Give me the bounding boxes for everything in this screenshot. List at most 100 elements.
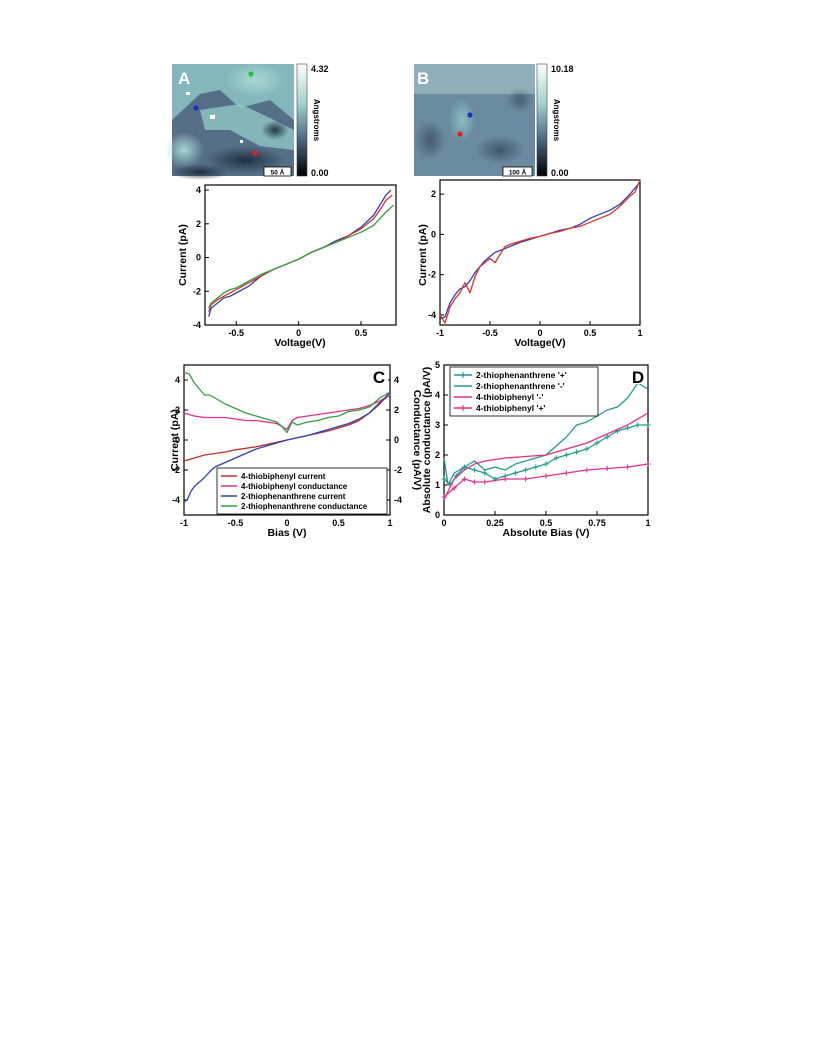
y-tick-label-b-iv: 0 — [431, 229, 436, 239]
y-tick-label-c: -4 — [172, 495, 180, 505]
series-point-d-3 — [502, 476, 508, 482]
x-tick-label-b-iv: 0.5 — [584, 328, 597, 338]
series-point-d-3 — [563, 470, 569, 476]
series-point-d-3 — [543, 473, 549, 479]
x-tick-label-a-iv: 0 — [296, 328, 301, 338]
legend-label-d: 4-thiobiphenyl '+' — [476, 403, 545, 413]
colorbar-b: 10.18 0.00 Angstroms — [536, 63, 574, 178]
chart-c-current-conductance: -1 -0.5 0 0.5 1 -4 -4 -2 -2 0 0 2 2 4 4 Bias (V) Current… — [169, 364, 423, 539]
panel-letter-d: D — [632, 368, 644, 387]
y2-axis-label-c: Conductance (pA/V) — [411, 390, 423, 490]
series-point-d-0 — [645, 422, 651, 428]
y-tick-label-d: 3 — [435, 420, 440, 430]
colorbar-max-b: 10.18 — [551, 64, 574, 74]
y-tick-label-b-iv: -4 — [428, 310, 436, 320]
y-tick-label-d: 2 — [435, 450, 440, 460]
marker-blue-dot — [467, 112, 473, 118]
legend-label-c: 2-thiophenanthrene current — [241, 492, 346, 501]
x-tick-label-c: 0.5 — [332, 518, 345, 528]
legend-label-c: 2-thiophenanthrene conductance — [241, 502, 368, 511]
marker-red-dot — [457, 131, 463, 137]
y-axis-label-a-iv: Current (pA) — [177, 224, 189, 286]
series-point-d-0 — [523, 467, 529, 473]
series-point-d-0 — [553, 455, 559, 461]
y-tick-label-a-iv: -2 — [193, 286, 201, 296]
scale-bar-box-b — [502, 166, 533, 177]
legend-label-c: 4-thiobiphenyl conductance — [241, 482, 348, 491]
y-tick-label-c: 2 — [175, 405, 180, 415]
series-point-d-3 — [604, 466, 610, 471]
marker-green-dot — [248, 71, 254, 77]
x-axis-label-b-iv: Voltage(V) — [514, 337, 565, 349]
series-point-d-0 — [594, 440, 600, 446]
y2-tick-label-c: -4 — [394, 495, 402, 505]
legend-marker-d — [460, 372, 466, 378]
x-tick-label-c: -1 — [180, 518, 188, 528]
y-axis-label-b-iv: Current (pA) — [417, 224, 429, 286]
plot-frame-a-iv — [204, 184, 397, 326]
y-tick-label-d: 0 — [435, 510, 440, 520]
series-point-d-0 — [512, 470, 518, 476]
y-tick-label-a-iv: 0 — [196, 253, 201, 263]
series-point-d-3 — [441, 494, 447, 500]
y2-tick-label-c: 0 — [394, 435, 399, 445]
y-tick-label-c: 0 — [175, 435, 180, 445]
y-tick-label-c: 4 — [175, 375, 180, 385]
series-point-d-3 — [645, 461, 651, 467]
x-tick-label-d: 0.75 — [588, 518, 606, 528]
y-tick-label-d: 4 — [435, 390, 440, 400]
series-point-d-0 — [563, 452, 569, 458]
series-point-d-0 — [635, 422, 641, 428]
legend-label-d: 2-thiophenanthrene '+' — [476, 370, 567, 380]
series-line-a-iv-2 — [208, 204, 394, 309]
y2-tick-label-c: -2 — [394, 465, 402, 475]
y-tick-label-b-iv: -2 — [428, 270, 436, 280]
y-tick-label-b-iv: 2 — [431, 189, 436, 199]
y-axis-label-c: Current (pA) — [169, 409, 181, 471]
colorbar-max-a: 4.32 — [311, 64, 329, 74]
series-point-d-0 — [533, 464, 539, 470]
legend-box-d — [449, 366, 599, 417]
series-point-d-3 — [461, 476, 467, 482]
series-point-d-0 — [604, 434, 610, 440]
legend-label-d: 4-thiobiphenyl '-' — [476, 392, 543, 402]
y-axis-label-d: Absolute conductance (pA/V) — [421, 367, 433, 513]
scale-bar-label-b: 100 Å — [509, 168, 527, 177]
y2-tick-label-c: 2 — [394, 405, 399, 415]
x-tick-label-c: 1 — [387, 518, 392, 528]
plot-frame-b-iv — [439, 179, 641, 326]
x-tick-label-b-iv: -0.5 — [482, 328, 498, 338]
x-tick-label-a-iv: 0.5 — [355, 328, 368, 338]
y2-tick-label-c: 4 — [394, 375, 399, 385]
x-tick-label-d: 0.25 — [486, 518, 504, 528]
series-line-d-1 — [443, 382, 649, 486]
series-point-d-3 — [523, 476, 529, 482]
series-point-d-0 — [543, 461, 549, 467]
series-line-c-2 — [183, 391, 391, 503]
series-line-c-1 — [183, 394, 391, 431]
series-point-d-0 — [584, 446, 590, 452]
panel-letter-c-box: C — [370, 366, 388, 387]
colorbar-unit-a: Angstroms — [312, 99, 321, 142]
legend-box-c — [216, 467, 388, 515]
y-tick-label-a-iv: 4 — [196, 185, 201, 195]
series-line-b-iv-1 — [439, 179, 641, 324]
x-tick-label-b-iv: 0 — [537, 328, 542, 338]
series-point-d-3 — [472, 479, 478, 485]
series-point-d-0 — [441, 476, 447, 482]
x-tick-label-a-iv: -0.5 — [228, 328, 244, 338]
colorbar-min-b: 0.00 — [551, 168, 569, 178]
colorbar-unit-b: Angstroms — [552, 99, 561, 142]
series-line-d-2 — [443, 412, 649, 501]
x-tick-label-b-iv: -1 — [436, 328, 444, 338]
y-tick-label-d: 1 — [435, 480, 440, 490]
x-tick-label-c: 0 — [284, 518, 289, 528]
x-axis-label-c: Bias (V) — [267, 527, 306, 539]
stm-image-b: B 100 Å — [414, 64, 535, 177]
series-point-d-3 — [584, 467, 590, 473]
y-tick-label-a-iv: -4 — [193, 320, 201, 330]
x-axis-label-d: Absolute Bias (V) — [503, 527, 590, 539]
scale-bar-box-a — [263, 166, 292, 177]
chart-d-absolute-conductance: 0 0.25 0.5 0.75 1 0 1 2 3 4 5 Absolute Bias (V) Abso… — [421, 360, 651, 539]
